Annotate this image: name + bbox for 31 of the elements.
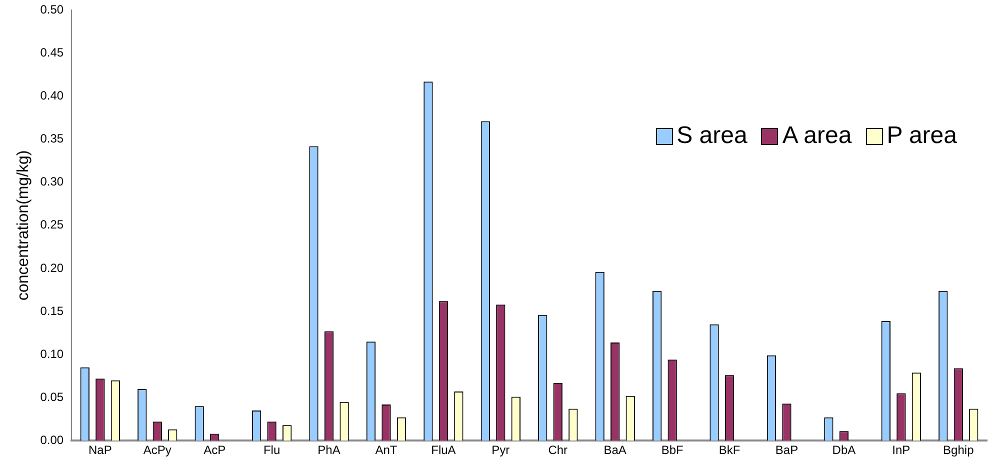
- x-tick-label: BaP: [775, 443, 798, 458]
- y-tick-label: 0.40: [40, 88, 64, 103]
- legend-label: S area: [676, 122, 748, 150]
- legend-label: P area: [886, 122, 957, 150]
- x-tick-label: NaP: [88, 443, 112, 458]
- y-axis-title: concentration(mg/kg): [15, 150, 32, 301]
- x-tick-label: Pyr: [492, 443, 510, 458]
- y-tick-label: 0.45: [40, 46, 64, 60]
- x-tick-label: AnT: [375, 443, 398, 458]
- y-tick-label: 0.15: [40, 304, 64, 318]
- x-tick-label: PhA: [318, 443, 340, 458]
- x-tick-label: Chr: [548, 443, 568, 458]
- x-tick-label: AcP: [204, 443, 226, 458]
- y-tick-label: 0.50: [40, 2, 64, 17]
- x-tick-label: Flu: [263, 443, 280, 458]
- y-tick-label: 0.20: [40, 260, 64, 275]
- y-tick-label: 0.30: [40, 174, 64, 189]
- x-tick-label: BkF: [718, 443, 740, 458]
- x-tick-label: InP: [892, 443, 910, 458]
- x-tick-label: AcPy: [143, 443, 172, 458]
- y-tick-label: 0.00: [40, 432, 64, 447]
- x-tick-label: BaA: [604, 443, 626, 458]
- x-tick-label: FluA: [431, 443, 456, 458]
- y-tick-label: 0.10: [40, 346, 64, 361]
- x-tick-label: BbF: [661, 443, 684, 458]
- x-tick-label: Bghip: [943, 443, 974, 458]
- y-tick-label: 0.25: [40, 218, 64, 232]
- legend-label: A area: [782, 122, 852, 150]
- y-tick-label: 0.35: [40, 132, 64, 146]
- x-tick-label: DbA: [832, 443, 856, 458]
- y-tick-label: 0.05: [40, 390, 64, 404]
